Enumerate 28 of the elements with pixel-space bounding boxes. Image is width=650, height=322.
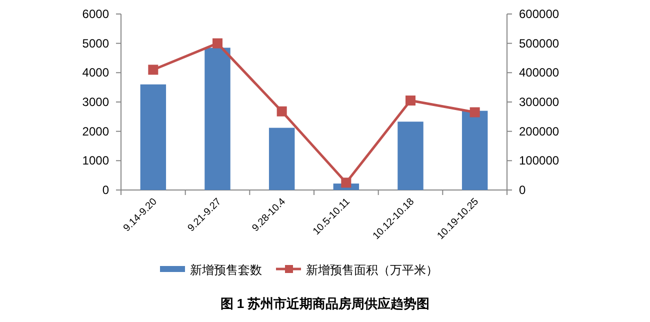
y2-tick-label: 600000 — [519, 7, 560, 21]
point — [470, 107, 480, 118]
point — [212, 38, 222, 48]
point — [406, 96, 416, 106]
y2-tick-label: 0 — [519, 183, 526, 197]
y-tick-label: 3000 — [82, 95, 110, 109]
bar — [398, 122, 424, 190]
y-tick-label: 1000 — [82, 154, 110, 168]
y-tick-label: 4000 — [82, 66, 110, 80]
y2-tick-label: 400000 — [519, 66, 560, 80]
point — [276, 106, 287, 116]
y-tick-label: 2000 — [82, 124, 110, 138]
y2-tick-label: 500000 — [519, 36, 560, 50]
y2-tick-label: 100000 — [519, 154, 560, 168]
legend-label: 新增预售面积（万平米） — [306, 263, 438, 277]
text: 图 1 苏州市近期商品房周供应趋势图 — [220, 296, 430, 311]
y2-tick-label: 200000 — [519, 124, 560, 138]
bar — [204, 48, 230, 190]
bar — [462, 110, 488, 190]
y-tick-label: 6000 — [82, 7, 110, 21]
point — [148, 64, 158, 75]
point — [341, 178, 352, 188]
bar — [140, 84, 166, 190]
legend-label: 新增预售套数 — [190, 263, 262, 277]
y-tick-label: 5000 — [82, 36, 110, 50]
y2-tick-label: 300000 — [519, 95, 560, 109]
y-tick-label: 0 — [102, 183, 110, 197]
bar — [268, 128, 295, 190]
